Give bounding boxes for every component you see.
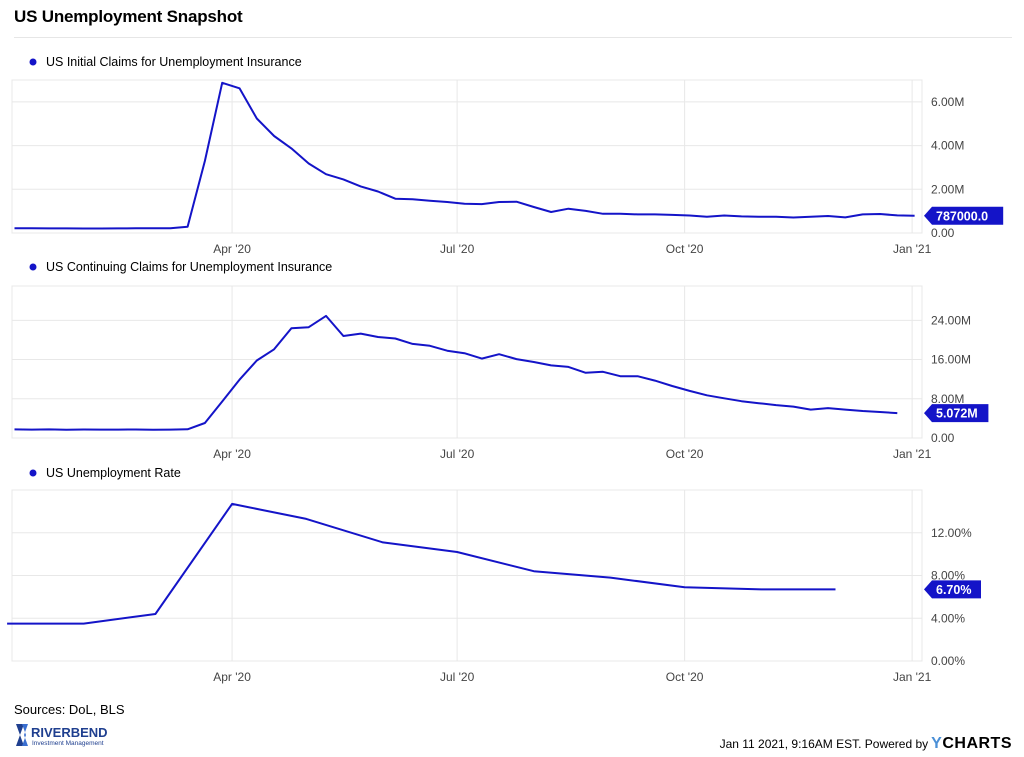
last-value-flag [924, 404, 989, 423]
ycharts-logo-y: Y [931, 735, 943, 752]
y-tick-label: 16.00M [931, 353, 971, 367]
y-tick-label: 4.00M [931, 139, 964, 153]
x-tick-label: Jan '21 [893, 447, 932, 461]
x-tick-label: Jul '20 [440, 447, 475, 461]
chart-title: US Initial Claims for Unemployment Insur… [46, 55, 302, 69]
series-line [7, 502, 836, 625]
sources-note: Sources: DoL, BLS [14, 702, 125, 717]
last-value-label: 787000.0 [936, 209, 988, 223]
x-tick-label: Oct '20 [666, 447, 704, 461]
x-tick-label: Apr '20 [213, 242, 251, 256]
footer-powered-by: Powered by [864, 737, 929, 751]
y-tick-label: 24.00M [931, 313, 971, 327]
x-tick-label: Jan '21 [893, 670, 932, 684]
ycharts-logo-rest: CHARTS [942, 735, 1012, 752]
riverbend-logo: RIVERBEND Investment Management [16, 724, 108, 747]
x-tick-label: Apr '20 [213, 447, 251, 461]
y-tick-label: 4.00% [931, 611, 965, 625]
footer-timestamp: Jan 11 2021, 9:16AM EST. [719, 737, 862, 751]
chart-title: US Unemployment Rate [46, 466, 181, 480]
x-tick-label: Jul '20 [440, 670, 475, 684]
x-tick-label: Apr '20 [213, 670, 251, 684]
x-tick-label: Oct '20 [666, 242, 704, 256]
plot-frame [11, 285, 923, 439]
legend-dot [29, 58, 37, 66]
series-line [14, 314, 898, 431]
y-tick-label: 2.00M [931, 182, 964, 196]
y-tick-label: 0.00 [931, 226, 955, 240]
last-value-label: 5.072M [936, 407, 978, 421]
y-tick-label: 0.00 [931, 431, 955, 445]
y-tick-label: 8.00M [931, 392, 964, 406]
plot-frame [11, 79, 923, 234]
charts-canvas: US Initial Claims for Unemployment Insur… [7, 55, 1004, 684]
y-tick-label: 6.00M [931, 95, 964, 109]
legend-dot [29, 469, 37, 477]
x-tick-label: Jul '20 [440, 242, 475, 256]
y-tick-label: 0.00% [931, 654, 965, 668]
logo-tagline: Investment Management [32, 740, 104, 747]
last-value-flag [924, 206, 1004, 225]
logo-name: RIVERBEND [31, 725, 108, 740]
footer: Jan 11 2021, 9:16AM EST. Powered by YCHA… [720, 735, 1012, 753]
y-tick-label: 8.00% [931, 569, 965, 583]
last-value-flag [924, 580, 981, 599]
ycharts-logo[interactable]: YCHARTS [931, 735, 1012, 753]
x-tick-label: Jan '21 [893, 242, 932, 256]
chart-title: US Continuing Claims for Unemployment In… [46, 260, 332, 274]
series-line [14, 81, 915, 230]
x-tick-label: Oct '20 [666, 670, 704, 684]
page-title: US Unemployment Snapshot [14, 7, 243, 26]
legend-dot [29, 263, 37, 271]
last-value-label: 6.70% [936, 583, 971, 597]
title-divider [14, 37, 1012, 38]
y-tick-label: 12.00% [931, 526, 972, 540]
